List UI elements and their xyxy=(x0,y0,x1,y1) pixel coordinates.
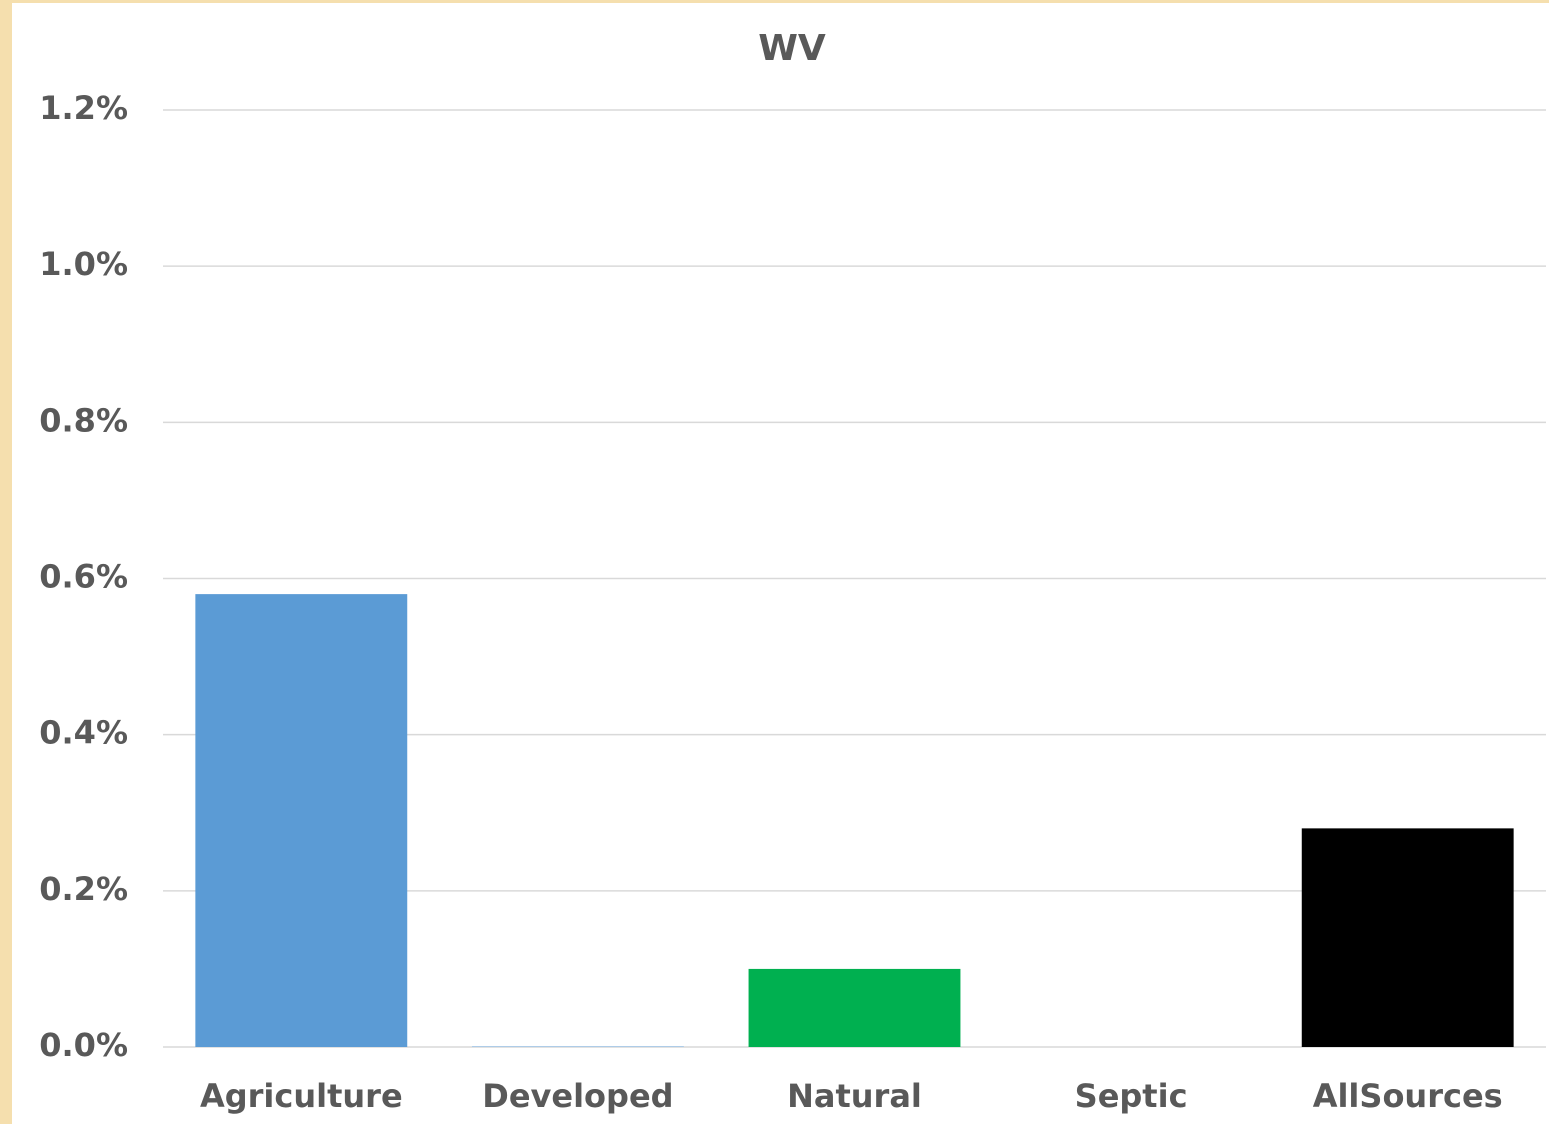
x-tick-label: Agriculture xyxy=(200,1077,403,1115)
y-tick-label: 0.0% xyxy=(39,1026,128,1064)
y-tick-label: 0.4% xyxy=(39,714,128,752)
y-tick-label: 0.6% xyxy=(39,558,128,596)
y-tick-label: 1.2% xyxy=(39,89,128,127)
bar xyxy=(748,968,961,1047)
chart-title: WV xyxy=(758,28,826,69)
y-tick-label: 0.2% xyxy=(39,870,128,908)
bar xyxy=(195,594,408,1047)
bar xyxy=(471,1046,684,1047)
y-tick-label: 1.0% xyxy=(39,245,128,283)
x-tick-label: Septic xyxy=(1075,1077,1188,1115)
x-tick-label: Developed xyxy=(482,1077,673,1115)
bar xyxy=(1301,828,1514,1047)
x-tick-label: AllSources xyxy=(1313,1077,1503,1115)
y-tick-label: 0.8% xyxy=(39,401,128,439)
x-tick-label: Natural xyxy=(787,1077,922,1115)
